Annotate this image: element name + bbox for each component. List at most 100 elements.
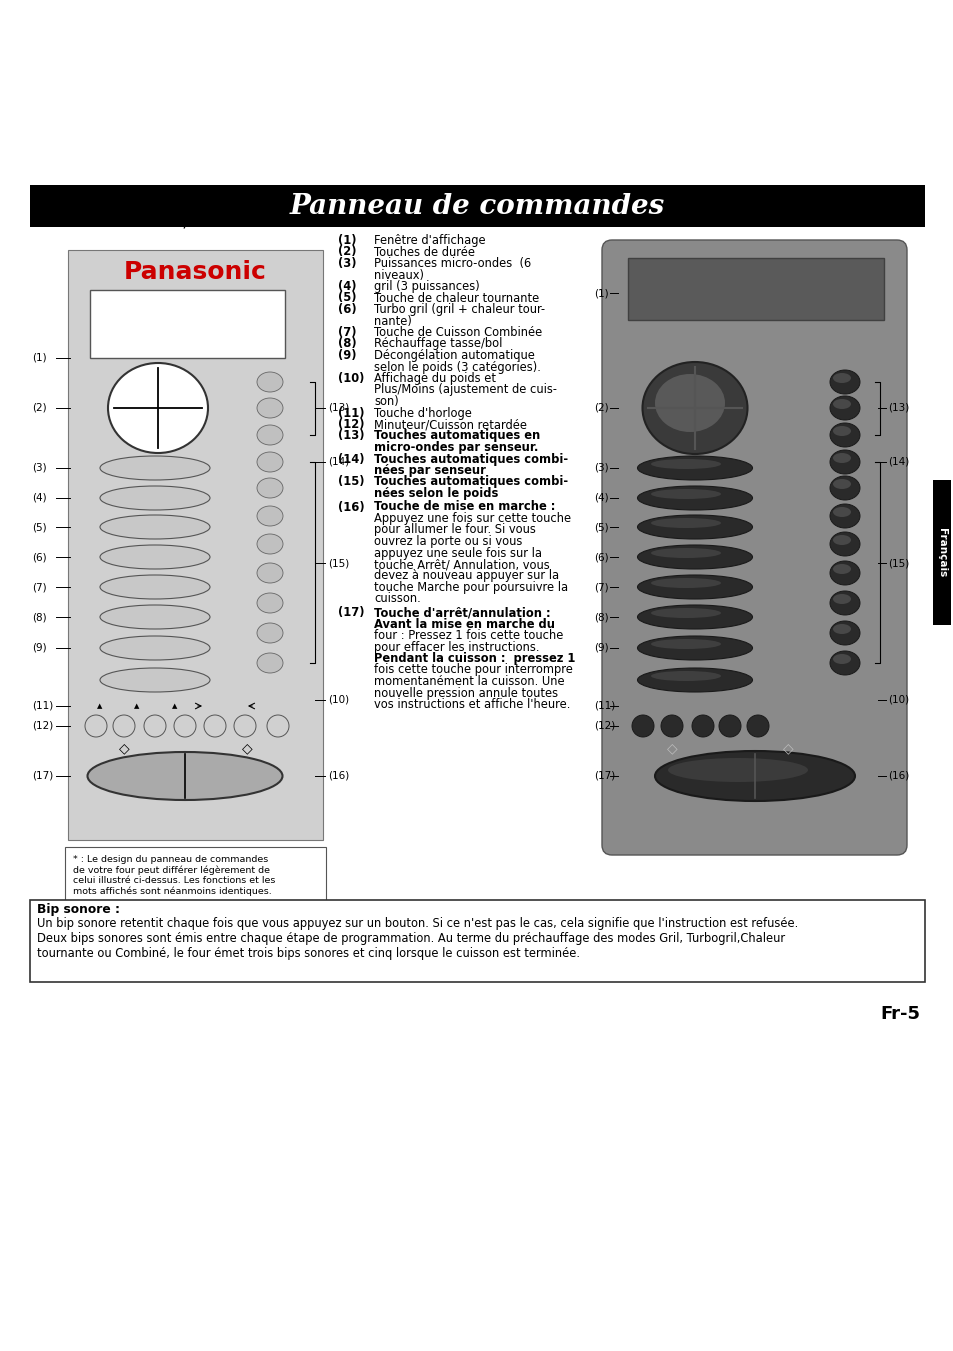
- Text: (2): (2): [594, 403, 608, 413]
- Text: (14): (14): [337, 453, 364, 466]
- Text: (9): (9): [337, 349, 356, 362]
- Ellipse shape: [100, 667, 210, 692]
- Ellipse shape: [256, 399, 283, 417]
- Ellipse shape: [832, 453, 850, 463]
- Text: (8): (8): [594, 612, 608, 621]
- Ellipse shape: [650, 549, 720, 558]
- Ellipse shape: [85, 715, 107, 738]
- Text: Français: Français: [936, 528, 946, 577]
- FancyBboxPatch shape: [30, 185, 924, 227]
- Text: (5): (5): [337, 292, 356, 304]
- Text: Touche d'horloge: Touche d'horloge: [374, 407, 472, 420]
- Ellipse shape: [256, 653, 283, 673]
- Text: Minuteur/Cuisson retardée: Minuteur/Cuisson retardée: [374, 417, 526, 431]
- Ellipse shape: [832, 399, 850, 409]
- Text: (1): (1): [337, 234, 356, 247]
- Text: (3): (3): [337, 257, 356, 270]
- Ellipse shape: [637, 544, 752, 569]
- Text: nées selon le poids: nées selon le poids: [374, 486, 497, 500]
- Ellipse shape: [832, 624, 850, 634]
- Ellipse shape: [655, 374, 724, 432]
- Text: momentanément la cuisson. Une: momentanément la cuisson. Une: [374, 676, 564, 688]
- Ellipse shape: [829, 476, 859, 500]
- Text: (7): (7): [594, 582, 608, 592]
- FancyBboxPatch shape: [627, 258, 883, 320]
- Ellipse shape: [637, 457, 752, 480]
- Text: (10): (10): [328, 694, 349, 705]
- Text: (7): (7): [32, 582, 47, 592]
- Ellipse shape: [100, 486, 210, 509]
- Ellipse shape: [829, 396, 859, 420]
- Text: pour allumer le four. Si vous: pour allumer le four. Si vous: [374, 523, 536, 536]
- Ellipse shape: [100, 636, 210, 661]
- Ellipse shape: [650, 608, 720, 617]
- Ellipse shape: [100, 576, 210, 598]
- Text: Bip sonore :: Bip sonore :: [37, 902, 120, 916]
- Ellipse shape: [829, 450, 859, 474]
- Text: Touches de durée: Touches de durée: [374, 246, 475, 258]
- Text: Fenêtre d'affichage: Fenêtre d'affichage: [374, 234, 485, 247]
- Text: ◇: ◇: [118, 740, 130, 755]
- FancyBboxPatch shape: [601, 240, 906, 855]
- Text: ▲: ▲: [172, 703, 177, 709]
- Text: nante): nante): [374, 315, 412, 327]
- Ellipse shape: [100, 605, 210, 630]
- Ellipse shape: [256, 534, 283, 554]
- Ellipse shape: [691, 715, 713, 738]
- Text: (3): (3): [32, 463, 47, 473]
- Text: ▲: ▲: [134, 703, 139, 709]
- Ellipse shape: [832, 373, 850, 382]
- Ellipse shape: [719, 715, 740, 738]
- Text: (14): (14): [328, 457, 349, 467]
- Text: (8): (8): [32, 612, 47, 621]
- Text: cuisson.: cuisson.: [374, 593, 420, 605]
- Text: Touche de mise en marche :: Touche de mise en marche :: [374, 500, 555, 513]
- Text: Turbo gril (gril + chaleur tour-: Turbo gril (gril + chaleur tour-: [374, 303, 544, 316]
- Ellipse shape: [637, 605, 752, 630]
- Ellipse shape: [256, 478, 283, 499]
- Ellipse shape: [256, 507, 283, 526]
- Ellipse shape: [256, 426, 283, 444]
- Text: ouvrez la porte ou si vous: ouvrez la porte ou si vous: [374, 535, 522, 549]
- Text: (6): (6): [337, 303, 356, 316]
- Text: (4): (4): [337, 280, 356, 293]
- Ellipse shape: [829, 504, 859, 528]
- Text: Fr-5: Fr-5: [879, 1005, 919, 1023]
- Text: Puissances micro-ondes  (6: Puissances micro-ondes (6: [374, 257, 531, 270]
- Text: gril (3 puissances): gril (3 puissances): [374, 280, 479, 293]
- Ellipse shape: [650, 671, 720, 681]
- Ellipse shape: [650, 489, 720, 499]
- Text: fois cette touche pour interrompre: fois cette touche pour interrompre: [374, 663, 572, 677]
- Text: Un bip sonore retentit chaque fois que vous appuyez sur un bouton. Si ce n'est p: Un bip sonore retentit chaque fois que v…: [37, 917, 798, 961]
- Ellipse shape: [100, 515, 210, 539]
- Ellipse shape: [746, 715, 768, 738]
- Text: (13): (13): [887, 403, 908, 413]
- Text: (2): (2): [337, 246, 356, 258]
- Ellipse shape: [667, 758, 807, 782]
- Ellipse shape: [832, 480, 850, 489]
- Text: (10): (10): [887, 694, 908, 705]
- Ellipse shape: [637, 576, 752, 598]
- Text: four : Pressez 1 fois cette touche: four : Pressez 1 fois cette touche: [374, 630, 563, 642]
- Text: (16): (16): [887, 771, 908, 781]
- Text: (10): (10): [337, 372, 364, 385]
- Ellipse shape: [829, 651, 859, 676]
- Ellipse shape: [650, 459, 720, 469]
- Ellipse shape: [832, 535, 850, 544]
- Text: (5): (5): [32, 521, 47, 532]
- Ellipse shape: [256, 593, 283, 613]
- Ellipse shape: [650, 517, 720, 528]
- Text: (7): (7): [337, 326, 356, 339]
- Ellipse shape: [637, 667, 752, 692]
- Text: * : Le design du panneau de commandes
de votre four peut différer légèrement de
: * : Le design du panneau de commandes de…: [73, 855, 275, 897]
- Text: Touche de Cuisson Combinée: Touche de Cuisson Combinée: [374, 326, 541, 339]
- Text: (3): (3): [594, 463, 608, 473]
- FancyBboxPatch shape: [68, 250, 323, 840]
- Text: devez à nouveau appuyer sur la: devez à nouveau appuyer sur la: [374, 570, 558, 582]
- Text: micro-ondes par senseur.: micro-ondes par senseur.: [374, 440, 537, 454]
- Text: (15): (15): [328, 558, 349, 567]
- Text: (9): (9): [594, 643, 608, 653]
- Text: (6): (6): [594, 553, 608, 562]
- Ellipse shape: [144, 715, 166, 738]
- Text: (12): (12): [594, 721, 615, 731]
